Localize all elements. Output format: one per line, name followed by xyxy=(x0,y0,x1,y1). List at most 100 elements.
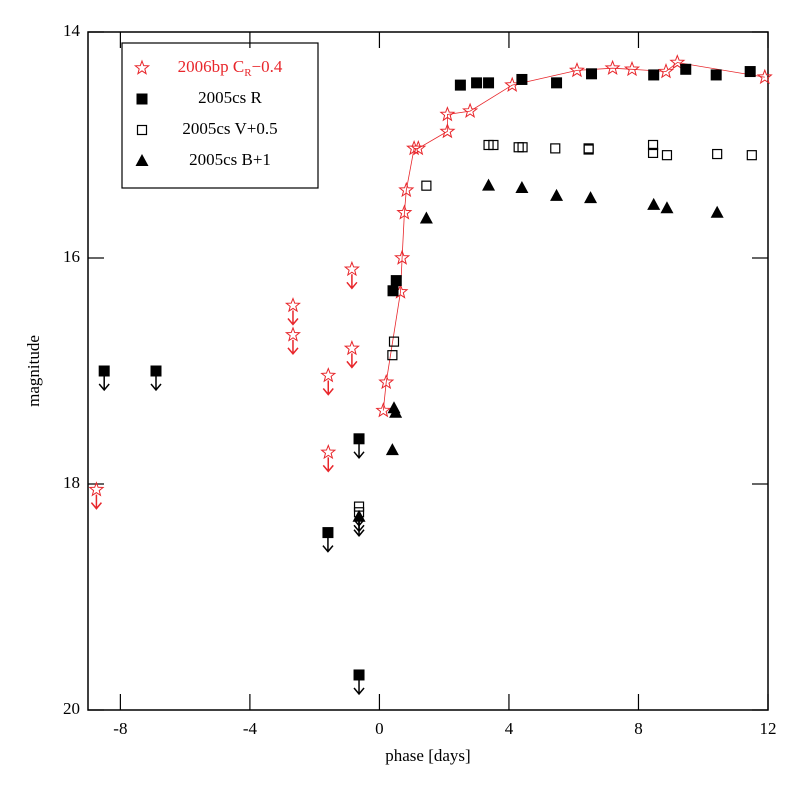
legend-label-part: 2005cs V+0.5 xyxy=(182,119,277,138)
legend-box xyxy=(121,42,319,189)
square-marker xyxy=(551,77,563,89)
open-square-marker xyxy=(353,501,365,512)
legend-label: 2005cs R xyxy=(198,88,262,107)
star-marker xyxy=(394,249,411,265)
star-marker xyxy=(568,61,585,78)
legend-label: 2006bp CR−0.4 xyxy=(178,57,283,79)
star-marker xyxy=(343,260,360,277)
y-tick-label: 14 xyxy=(63,21,81,40)
upper-limit-arrow xyxy=(346,353,358,369)
upper-limit-arrow xyxy=(353,443,365,459)
square-marker xyxy=(98,365,110,377)
square-marker xyxy=(586,68,598,80)
open-square-marker xyxy=(388,336,400,347)
x-tick-label: 4 xyxy=(505,719,514,738)
upper-limit-arrow xyxy=(322,457,334,473)
square-marker xyxy=(150,365,162,377)
square-marker xyxy=(483,77,495,89)
triangle-marker xyxy=(710,205,724,218)
open-square-marker xyxy=(712,148,723,160)
triangle-marker xyxy=(515,180,529,193)
legend-marker xyxy=(136,93,148,105)
legend-label: 2005cs V+0.5 xyxy=(182,119,277,138)
x-axis-label: phase [days] xyxy=(385,746,470,765)
legend-marker xyxy=(133,59,151,75)
upper-limit-arrow xyxy=(353,521,365,537)
x-tick-label: -4 xyxy=(243,719,258,738)
x-tick-label: -8 xyxy=(113,719,127,738)
star-marker xyxy=(623,60,641,77)
upper-limit-arrow xyxy=(287,310,299,326)
triangle-marker xyxy=(482,178,496,191)
square-marker xyxy=(322,527,334,539)
square-marker xyxy=(353,433,365,445)
triangle-marker xyxy=(550,188,564,201)
star-marker xyxy=(320,367,337,383)
open-square-marker xyxy=(387,350,398,361)
open-square-marker xyxy=(746,150,757,161)
upper-limit-arrow xyxy=(353,679,365,696)
upper-limit-arrow xyxy=(287,339,299,356)
plot-frame xyxy=(87,31,769,711)
square-marker xyxy=(454,79,466,91)
open-square-marker xyxy=(517,142,528,153)
upper-limit-arrow xyxy=(322,380,334,396)
y-tick-label: 18 xyxy=(63,473,80,492)
y-tick-label: 20 xyxy=(63,699,80,718)
star-marker xyxy=(462,102,479,118)
legend-marker xyxy=(136,124,148,136)
legend-label-part: R xyxy=(244,67,252,79)
x-tick-label: 0 xyxy=(375,719,384,738)
upper-limit-arrow xyxy=(90,494,102,510)
legend-marker xyxy=(135,154,149,166)
upper-limit-arrow xyxy=(98,376,110,392)
star-marker xyxy=(756,68,773,85)
legend-label: 2005cs B+1 xyxy=(189,150,271,169)
star-marker xyxy=(88,481,105,497)
triangle-marker xyxy=(584,191,598,204)
series-line xyxy=(382,62,765,411)
open-square-marker xyxy=(488,139,499,151)
star-marker xyxy=(284,326,301,342)
y-axis-label: magnitude xyxy=(24,335,43,407)
open-square-marker xyxy=(583,143,594,154)
star-marker xyxy=(378,373,395,390)
legend-label-part: 2005cs B+1 xyxy=(189,150,271,169)
square-marker xyxy=(516,73,528,85)
star-marker xyxy=(396,204,413,220)
open-square-marker xyxy=(421,180,432,191)
triangle-marker xyxy=(419,211,433,224)
star-marker xyxy=(375,402,392,418)
star-marker xyxy=(343,339,360,356)
legend-label-part: 2005cs R xyxy=(198,88,262,107)
open-square-marker xyxy=(550,143,561,154)
legend-label-part: 2006bp C xyxy=(178,57,245,76)
star-marker xyxy=(604,59,621,75)
upper-limit-arrow xyxy=(322,537,334,553)
star-marker xyxy=(320,443,337,460)
square-marker xyxy=(387,285,399,297)
star-marker xyxy=(669,54,686,70)
y-tick-label: 16 xyxy=(63,247,80,266)
x-tick-label: 8 xyxy=(634,719,643,738)
upper-limit-arrow xyxy=(346,274,358,290)
square-marker xyxy=(680,63,692,75)
triangle-marker xyxy=(389,405,403,418)
star-marker xyxy=(439,122,456,139)
legend-label-part: −0.4 xyxy=(252,57,283,76)
triangle-marker xyxy=(352,509,366,522)
square-marker xyxy=(710,69,722,81)
square-marker xyxy=(390,275,402,287)
open-square-marker xyxy=(513,142,524,153)
square-marker xyxy=(471,77,483,89)
star-marker xyxy=(406,139,423,156)
star-marker xyxy=(439,106,456,122)
star-marker xyxy=(284,297,301,313)
square-marker xyxy=(353,669,365,681)
open-square-marker xyxy=(647,147,659,159)
square-marker xyxy=(648,69,660,81)
triangle-marker xyxy=(647,197,661,210)
open-square-marker xyxy=(647,139,659,151)
